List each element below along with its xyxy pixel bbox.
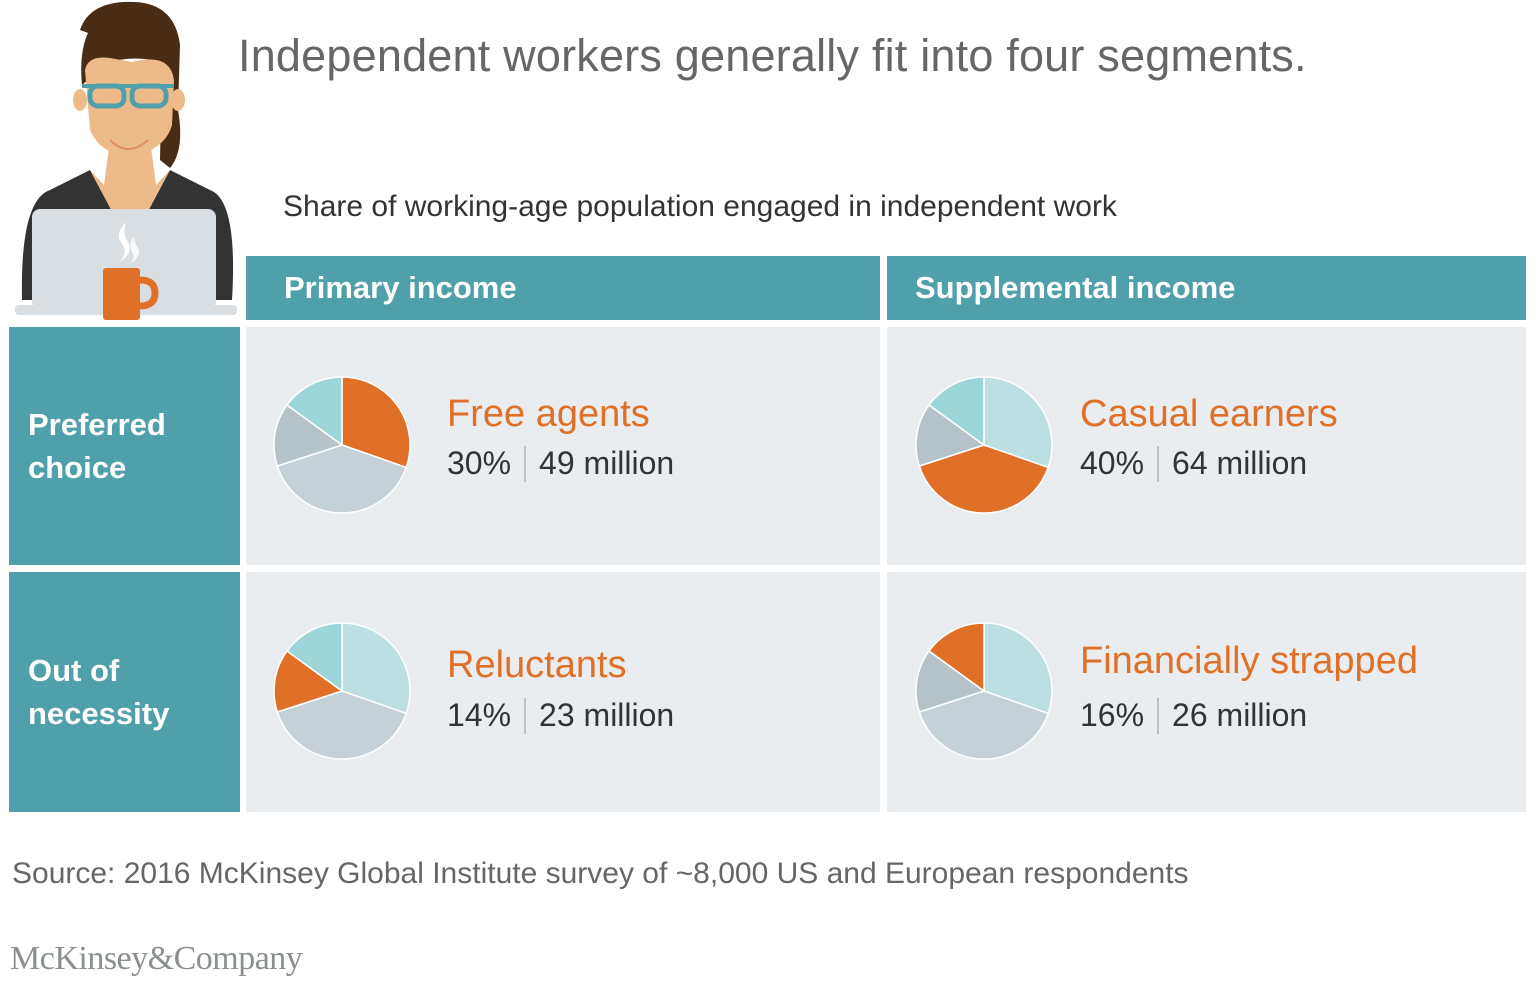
segment-stats: 14% 23 million bbox=[447, 697, 674, 734]
segment-name: Reluctants bbox=[447, 644, 627, 686]
segment-percent: 30% bbox=[447, 445, 512, 481]
segment-name: Casual earners bbox=[1080, 393, 1338, 435]
pie-chart-casual-earners bbox=[915, 376, 1053, 514]
stat-divider bbox=[1157, 445, 1160, 482]
segment-count: 49 million bbox=[539, 445, 675, 481]
chart-subtitle: Share of working-age population engaged … bbox=[283, 190, 1117, 223]
pie-chart-reluctants bbox=[273, 622, 411, 760]
column-header-primary-income: Primary income bbox=[246, 256, 880, 320]
worker-illustration bbox=[10, 0, 240, 322]
segment-percent: 14% bbox=[447, 697, 512, 733]
stat-divider bbox=[524, 445, 527, 482]
segment-stats: 30% 49 million bbox=[447, 445, 674, 482]
row-header-label-line2: necessity bbox=[28, 696, 170, 731]
page-title: Independent workers generally fit into f… bbox=[238, 30, 1307, 81]
segment-count: 23 million bbox=[539, 697, 675, 733]
segment-cell-free-agents: Free agents 30% 49 million bbox=[246, 327, 880, 565]
segment-stats: 16% 26 million bbox=[1080, 697, 1307, 734]
segment-count: 64 million bbox=[1172, 445, 1308, 481]
segment-name: Financially strapped bbox=[1080, 640, 1418, 682]
stat-divider bbox=[524, 697, 527, 734]
segment-count: 26 million bbox=[1172, 697, 1308, 733]
segment-cell-casual-earners: Casual earners 40% 64 million bbox=[887, 327, 1526, 565]
stat-divider bbox=[1157, 697, 1160, 734]
row-header-label-line1: Preferred bbox=[28, 407, 166, 442]
column-header-label: Supplemental income bbox=[915, 270, 1236, 305]
pie-chart-free-agents bbox=[273, 376, 411, 514]
source-note: Source: 2016 McKinsey Global Institute s… bbox=[12, 857, 1189, 890]
row-header-out-of-necessity: Out of necessity bbox=[9, 572, 240, 812]
segment-name: Free agents bbox=[447, 393, 650, 435]
segment-percent: 40% bbox=[1080, 445, 1145, 481]
row-header-label-line1: Out of bbox=[28, 653, 120, 688]
company-logo: McKinsey&Company bbox=[10, 940, 303, 977]
row-header-preferred-choice: Preferred choice bbox=[9, 327, 240, 565]
segment-cell-reluctants: Reluctants 14% 23 million bbox=[246, 572, 880, 812]
row-header-label-line2: choice bbox=[28, 450, 127, 485]
segment-stats: 40% 64 million bbox=[1080, 445, 1307, 482]
pie-chart-financially-strapped bbox=[915, 622, 1053, 760]
column-header-supplemental-income: Supplemental income bbox=[887, 256, 1526, 320]
segment-percent: 16% bbox=[1080, 697, 1145, 733]
segment-cell-financially-strapped: Financially strapped 16% 26 million bbox=[887, 572, 1526, 812]
column-header-label: Primary income bbox=[284, 270, 517, 305]
